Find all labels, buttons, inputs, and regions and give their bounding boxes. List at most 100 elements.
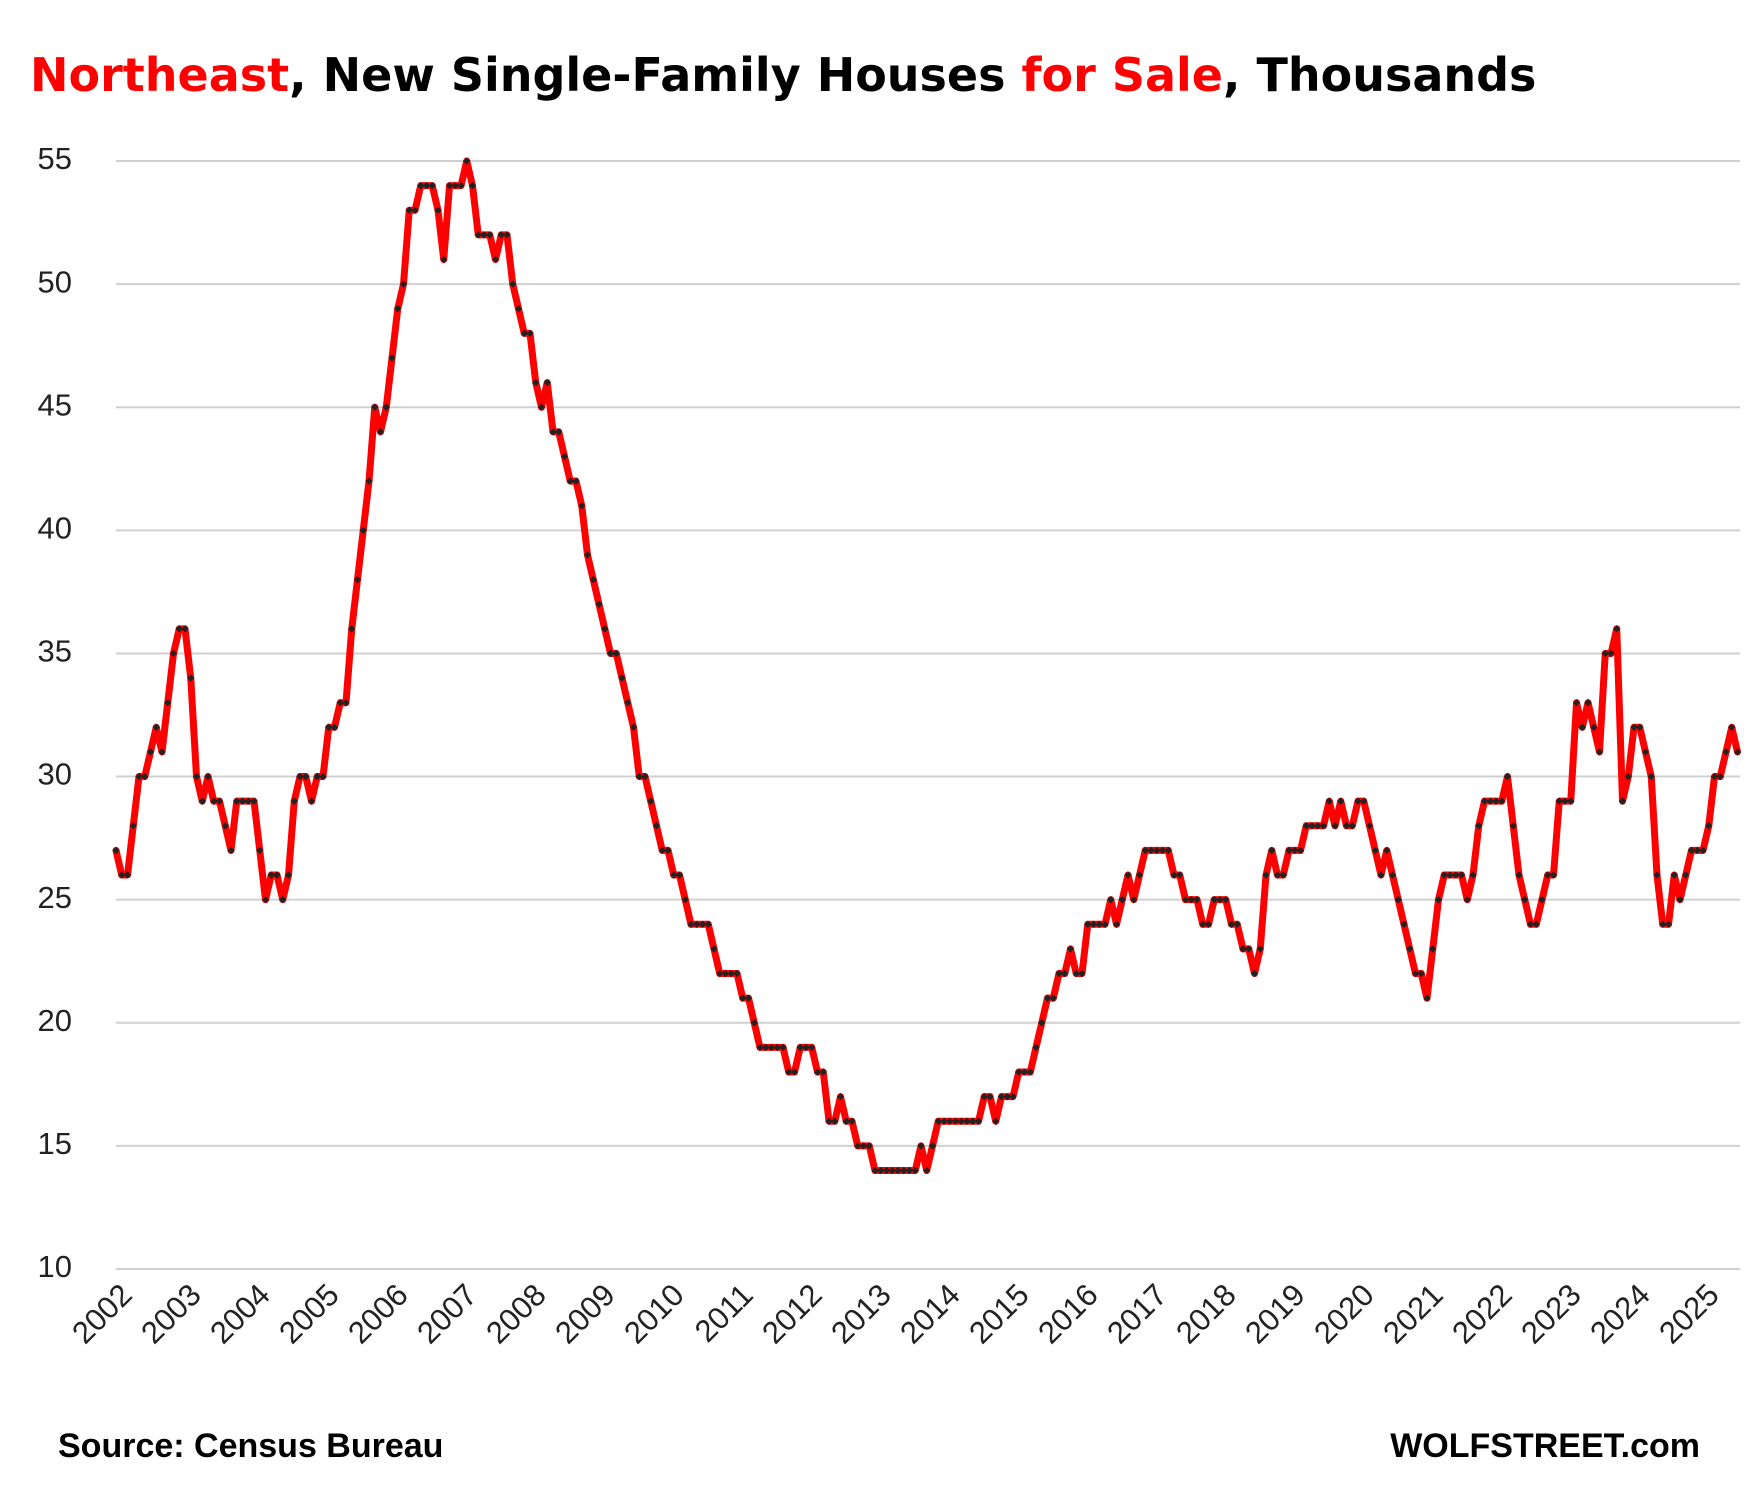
data-point [1469,871,1477,879]
data-point [1636,723,1644,731]
data-point [1118,895,1126,904]
data-point [1055,969,1063,978]
data-point [1434,895,1443,904]
data-point [1325,797,1333,805]
data-point [675,871,684,879]
data-point [1130,895,1138,904]
data-point [164,699,172,707]
data-point [480,231,488,239]
data-point [302,772,310,781]
data-point [1302,822,1310,830]
data-point [572,477,580,485]
data-point [1141,846,1149,855]
data-point [376,428,385,436]
data-point [1279,871,1287,879]
data-point [1377,871,1385,879]
data-point [1653,871,1661,879]
data-point [1388,871,1397,879]
data-point [1239,945,1247,953]
data-point [1365,822,1374,830]
data-point [848,1117,856,1125]
data-point [261,895,270,904]
data-point [1124,871,1132,879]
data-point [1647,772,1655,781]
credit: WOLFSTREET.com [1390,1427,1700,1465]
data-point [1158,846,1167,855]
data-point [635,772,643,781]
data-point [1572,699,1581,707]
data-point [267,871,275,879]
data-point [1049,994,1057,1002]
data-point [1509,822,1517,830]
data-point [330,723,339,731]
data-point [1199,920,1207,928]
data-point [279,895,287,904]
data-point [382,403,390,411]
data-point [474,231,482,239]
data-point [158,748,166,756]
data-point [394,305,402,313]
data-point [1204,920,1213,928]
data-point [641,772,649,781]
title-part: , Thousands [1223,48,1536,102]
data-point [1371,846,1379,855]
y-tick-label: 30 [38,757,72,792]
data-point [831,1117,839,1125]
data-point [1710,772,1719,781]
data-point [273,871,281,879]
data-point [1273,871,1282,879]
data-point [210,797,218,805]
data-point [227,846,235,855]
data-point [1733,748,1742,756]
data-point [1457,871,1466,879]
data-point [359,526,367,535]
data-point [514,305,523,313]
data-point [1250,969,1259,978]
y-tick-label: 15 [38,1126,72,1161]
data-point [342,699,350,707]
data-point [1170,871,1178,879]
data-point [1624,772,1632,781]
data-point [612,649,620,658]
data-point [307,797,316,805]
data-point [198,797,206,805]
data-point [1532,920,1540,928]
data-point [284,871,293,879]
data-point [1112,920,1121,928]
data-point [716,969,724,978]
data-point [1084,920,1092,928]
title-part: for Sale [1022,48,1223,102]
data-point [629,723,638,731]
data-point [1383,846,1391,855]
data-point [1187,895,1195,904]
data-point [371,403,379,411]
data-point [537,403,546,411]
data-point [440,255,448,264]
data-point [1480,797,1489,805]
data-point [825,1117,833,1125]
data-point [1354,797,1362,805]
data-point [739,994,747,1002]
data-point [348,625,356,633]
data-point [526,329,534,338]
data-point [1026,1068,1034,1076]
data-point [969,1117,977,1125]
data-point [1676,895,1684,904]
y-tick-label: 45 [38,387,72,422]
data-point [250,797,258,805]
data-point [744,994,753,1002]
data-point [1245,945,1253,953]
data-point [543,378,551,387]
data-point [1342,822,1351,830]
data-point [1262,871,1270,879]
data-point [963,1117,971,1125]
data-point [313,772,321,781]
data-point [583,551,592,559]
data-point [1670,871,1678,879]
data-point [1664,920,1673,928]
data-point [1544,871,1552,879]
data-point [256,846,264,855]
data-point [566,477,574,485]
data-point [1446,871,1454,879]
